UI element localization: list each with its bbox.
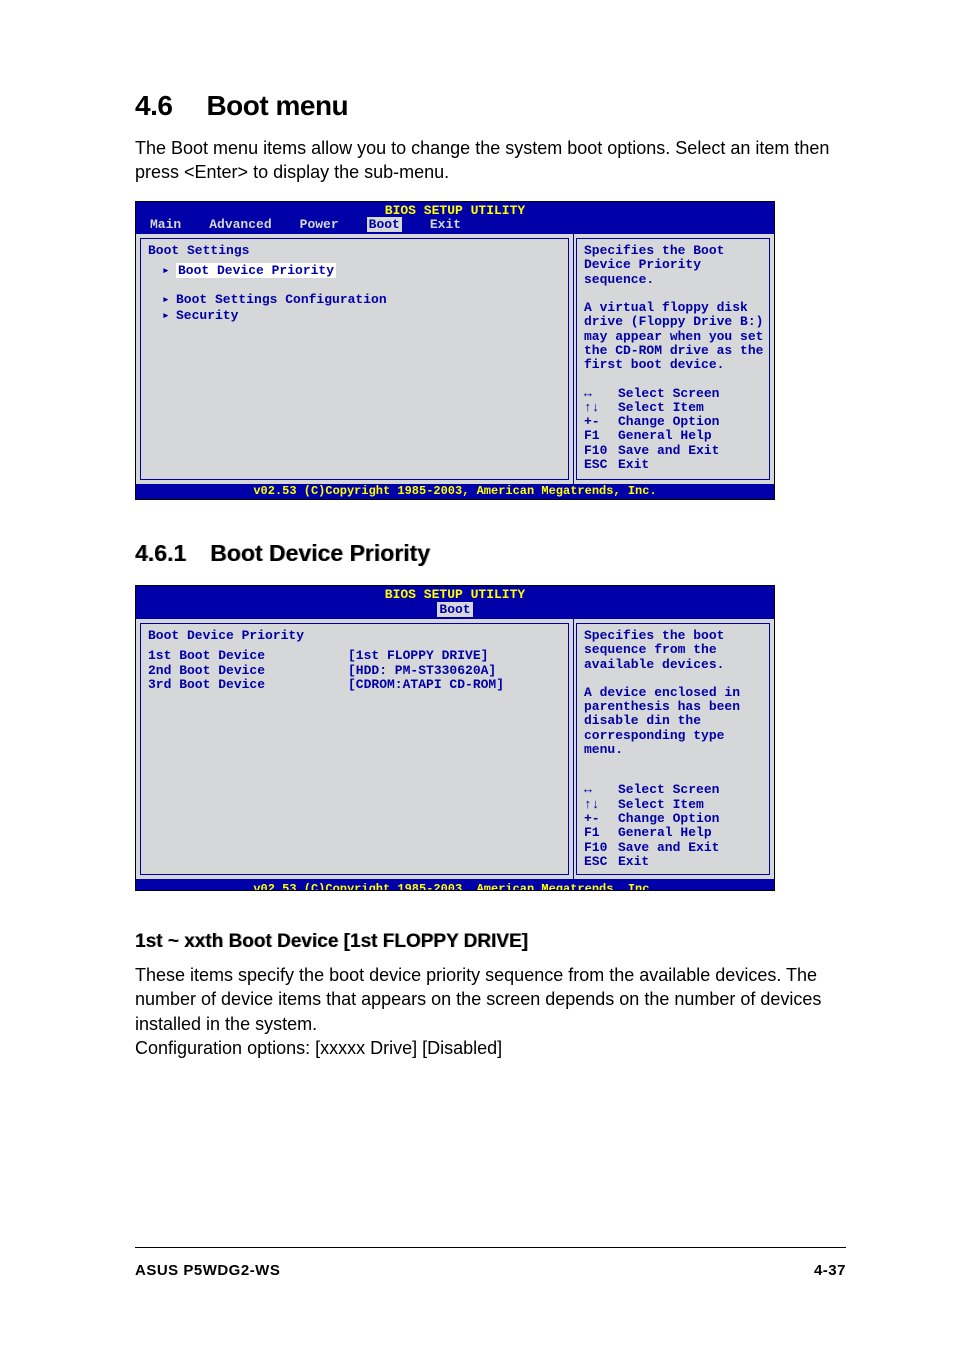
bios-left-heading: Boot Settings [148,244,561,258]
bios-title: BIOS SETUP UTILITY [136,202,774,218]
device-slot-value: [CDROM:ATAPI CD-ROM] [348,678,504,692]
bios-menu-boot-device-priority[interactable]: ▸Boot Device Priority [162,264,561,278]
bios-screenshot-boot-device-priority: BIOS SETUP UTILITY Boot Boot Device Prio… [135,585,775,891]
bios-menu-boot-settings-config[interactable]: ▸Boot Settings Configuration [162,293,561,307]
submenu-arrow-icon: ▸ [162,293,176,307]
bios-tab-exit[interactable]: Exit [430,217,461,232]
key-desc: Select Item [618,401,704,415]
section-intro: The Boot menu items allow you to change … [135,136,846,185]
option-config: Configuration options: [xxxxx Drive] [Di… [135,1036,846,1060]
option-heading: 1st ~ xxth Boot Device [1st FLOPPY DRIVE… [135,931,846,953]
bios-key-legend: ↔Select Screen ↑↓Select Item +-Change Op… [584,783,764,869]
key-desc: Save and Exit [618,444,719,458]
key-f10: F10 [584,444,618,458]
bios-help-text-2: A device enclosed in parenthesis has bee… [584,686,764,757]
subsection-number: 4.6.1 [135,540,186,566]
key-esc: ESC [584,855,618,869]
key-arrows-ud-icon: ↑↓ [584,401,618,415]
key-desc: General Help [618,429,712,443]
key-arrows-lr-icon: ↔ [584,783,618,797]
key-arrows-ud-icon: ↑↓ [584,798,618,812]
bios-key-legend: ↔Select Screen ↑↓Select Item +-Change Op… [584,387,764,473]
key-desc: Save and Exit [618,841,719,855]
key-esc: ESC [584,458,618,472]
bios-copyright-footer: v02.53 (C)Copyright 1985-2003, American … [136,484,774,499]
key-f1: F1 [584,826,618,840]
key-desc: Select Item [618,798,704,812]
section-number: 4.6 [135,90,172,121]
bios-tab-bar: Boot [136,603,774,619]
device-slot-label: 1st Boot Device [148,649,348,663]
bios-menu-label: Security [176,308,238,323]
device-slot-label: 2nd Boot Device [148,664,348,678]
bios-tab-bar: Main Advanced Power Boot Exit [136,218,774,234]
key-desc: Change Option [618,415,719,429]
bios-title: BIOS SETUP UTILITY [136,586,774,602]
key-desc: General Help [618,826,712,840]
bios-tab-main[interactable]: Main [150,217,181,232]
bios-device-row-2[interactable]: 2nd Boot Device [HDD: PM-ST330620A] [148,664,561,678]
key-f10: F10 [584,841,618,855]
option-description: These items specify the boot device prio… [135,963,846,1036]
bios-device-row-3[interactable]: 3rd Boot Device [CDROM:ATAPI CD-ROM] [148,678,561,692]
subsection-title-text: Boot Device Priority [210,540,430,566]
device-slot-value: [1st FLOPPY DRIVE] [348,649,488,663]
bios-left-pane: Boot Device Priority 1st Boot Device [1s… [136,619,574,879]
submenu-arrow-icon: ▸ [162,309,176,323]
bios-help-text-1: Specifies the boot sequence from the ava… [584,629,764,672]
bios-left-pane: Boot Settings ▸Boot Device Priority ▸Boo… [136,234,574,484]
section-heading: 4.6 Boot menu [135,90,846,122]
bios-tab-boot[interactable]: Boot [367,217,402,232]
key-arrows-lr-icon: ↔ [584,387,618,401]
key-desc: Select Screen [618,387,719,401]
subsection-heading: 4.6.1 Boot Device Priority [135,540,846,567]
footer-product-name: ASUS P5WDG2-WS [135,1262,280,1279]
bios-screenshot-boot-menu: BIOS SETUP UTILITY Main Advanced Power Boot… [135,201,775,501]
bios-help-pane: Specifies the boot sequence from the ava… [574,619,774,879]
device-slot-value: [HDD: PM-ST330620A] [348,664,496,678]
key-f1: F1 [584,429,618,443]
key-plusminus-icon: +- [584,812,618,826]
section-title-text: Boot menu [206,90,348,121]
bios-left-heading: Boot Device Priority [148,629,561,643]
bios-menu-label: Boot Device Priority [176,263,336,278]
key-desc: Select Screen [618,783,719,797]
page-footer: ASUS P5WDG2-WS 4-37 [135,1247,846,1279]
bios-tab-power[interactable]: Power [300,217,339,232]
key-plusminus-icon: +- [584,415,618,429]
bios-tab-boot[interactable]: Boot [437,602,472,617]
bios-help-text-1: Specifies the Boot Device Priority seque… [584,244,764,287]
bios-copyright-footer: v02.53 (C)Copyright 1985-2003, American … [136,879,774,890]
bios-help-text-2: A virtual floppy disk drive (Floppy Driv… [584,301,764,372]
key-desc: Exit [618,458,649,472]
bios-menu-security[interactable]: ▸Security [162,309,561,323]
key-desc: Exit [618,855,649,869]
bios-tab-advanced[interactable]: Advanced [209,217,271,232]
submenu-arrow-icon: ▸ [162,264,176,278]
footer-page-number: 4-37 [814,1262,846,1279]
key-desc: Change Option [618,812,719,826]
device-slot-label: 3rd Boot Device [148,678,348,692]
bios-help-pane: Specifies the Boot Device Priority seque… [574,234,774,484]
bios-menu-label: Boot Settings Configuration [176,292,387,307]
bios-device-row-1[interactable]: 1st Boot Device [1st FLOPPY DRIVE] [148,649,561,663]
